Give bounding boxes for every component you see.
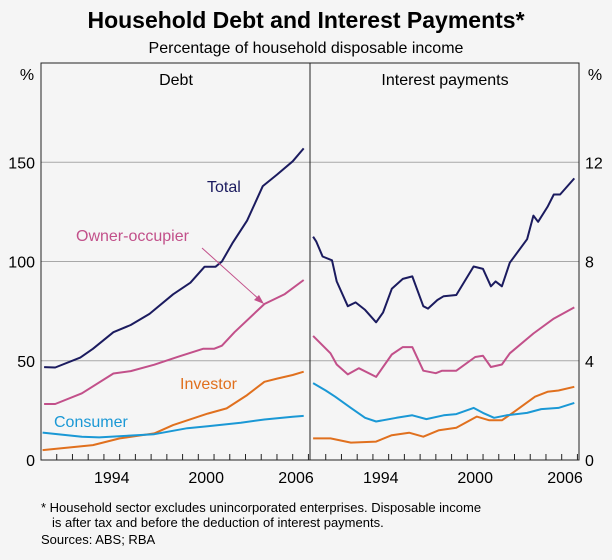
y-unit-right: % [588, 67, 602, 84]
label-consumer: Consumer [54, 414, 128, 431]
chart-subtitle: Percentage of household disposable incom… [149, 40, 464, 57]
chart-title: Household Debt and Interest Payments* [87, 7, 524, 33]
series-line-owner-occupier-debt [44, 279, 305, 405]
x-tick-label: 2000 [188, 470, 224, 487]
series-line-owner-occupier-interest [312, 306, 575, 378]
label-investor: Investor [180, 376, 238, 393]
series-line-investor-interest [313, 385, 575, 444]
y-tick-label: 8 [585, 255, 594, 272]
y-tick-label: 4 [585, 354, 594, 371]
panel-title-interest: Interest payments [381, 72, 508, 89]
y-unit-left: % [20, 67, 34, 84]
y-tick-label: 0 [26, 453, 35, 470]
x-tick-label: 2006 [278, 470, 314, 487]
y-tick-label: 150 [8, 155, 35, 172]
y-tick-label: 100 [8, 255, 35, 272]
footnote-sources: Sources: ABS; RBA [41, 532, 155, 547]
x-tick-label: 2006 [547, 470, 583, 487]
y-tick-label: 12 [585, 155, 603, 172]
owner-occupier-arrow [201, 247, 264, 304]
x-tick-label: 1994 [363, 470, 399, 487]
x-tick-label: 2000 [457, 470, 493, 487]
panel-title-debt: Debt [159, 72, 193, 89]
series-line-total-debt [44, 147, 305, 369]
series-lines [42, 147, 576, 452]
series-line-investor-debt [42, 370, 304, 452]
label-owner-occupier: Owner-occupier [76, 228, 190, 245]
series-line-consumer-debt [42, 414, 304, 439]
footnote-line-2: is after tax and before the deduction of… [52, 515, 384, 530]
label-total: Total [207, 179, 241, 196]
x-tick-label: 1994 [94, 470, 130, 487]
y-tick-label: 0 [585, 453, 594, 470]
series-line-consumer-interest [312, 382, 575, 423]
series-line-total-interest [312, 177, 576, 324]
footnote-line-1: * Household sector excludes unincorporat… [41, 500, 481, 515]
y-tick-label: 50 [17, 354, 35, 371]
gridlines [41, 161, 579, 362]
